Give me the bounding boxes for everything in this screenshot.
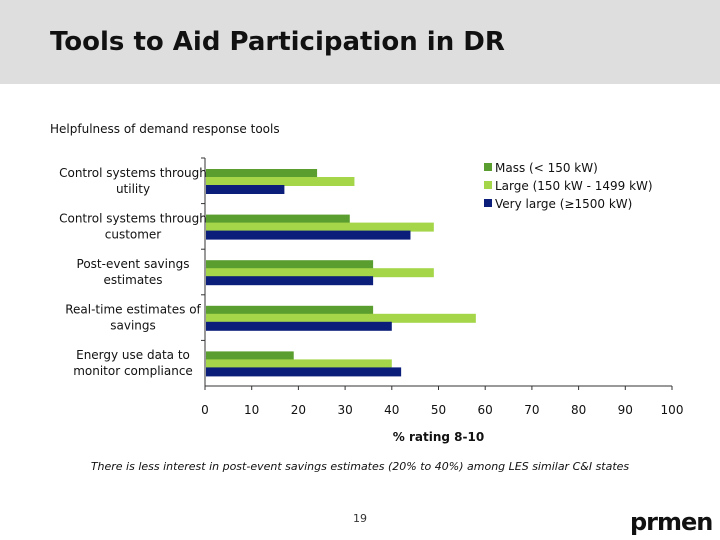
x-tick-label: 80 xyxy=(571,403,586,417)
bar xyxy=(206,367,402,377)
category-label: Energy use data to xyxy=(76,348,190,362)
page-number: 19 xyxy=(353,512,367,525)
category-label: estimates xyxy=(103,273,162,287)
category-label: utility xyxy=(116,182,150,196)
legend-label: Very large (≥1500 kW) xyxy=(495,197,632,211)
x-tick-label: 60 xyxy=(478,403,493,417)
slide-header xyxy=(0,0,720,84)
category-label: customer xyxy=(105,227,162,241)
x-tick-label: 100 xyxy=(661,403,684,417)
legend-swatch xyxy=(484,163,492,171)
bar xyxy=(206,214,350,224)
bar xyxy=(206,268,434,278)
bar xyxy=(206,305,374,315)
bar xyxy=(206,169,318,178)
bar xyxy=(206,260,374,270)
bar xyxy=(206,321,392,331)
chart-title: Helpfulness of demand response tools xyxy=(50,122,280,136)
bar xyxy=(206,276,374,286)
bar xyxy=(206,222,434,232)
category-label: Control systems through xyxy=(59,211,207,225)
x-tick-label: 40 xyxy=(384,403,399,417)
legend-label: Large (150 kW - 1499 kW) xyxy=(495,179,653,193)
bar xyxy=(206,230,411,240)
x-tick-label: 90 xyxy=(618,403,633,417)
x-tick-label: 30 xyxy=(337,403,352,417)
x-tick-label: 20 xyxy=(291,403,306,417)
legend-label: Mass (< 150 kW) xyxy=(495,161,598,175)
x-tick-label: 10 xyxy=(244,403,259,417)
legend-swatch xyxy=(484,199,492,207)
slide-title: Tools to Aid Participation in DR xyxy=(50,27,505,57)
bar xyxy=(206,185,285,194)
legend-swatch xyxy=(484,181,492,189)
category-label: Real-time estimates of xyxy=(65,303,201,317)
category-label: savings xyxy=(110,319,156,333)
bar-chart: 0 10 20 30 40 50 60 70 80 90 100 % rating 8-10 Contr… xyxy=(59,157,684,444)
category-label: Post-event savings xyxy=(77,257,190,271)
logo-text: prmen xyxy=(630,508,713,536)
slide-caption: There is less interest in post-event sav… xyxy=(90,460,630,473)
x-tick-label: 70 xyxy=(524,403,539,417)
bar xyxy=(206,313,476,323)
category-label: Control systems through xyxy=(59,166,207,180)
x-tick-label: 50 xyxy=(431,403,446,417)
category-label: monitor compliance xyxy=(73,364,193,378)
bar xyxy=(206,359,392,369)
bar xyxy=(206,351,294,361)
x-axis-label: % rating 8-10 xyxy=(393,430,484,444)
x-tick-label: 0 xyxy=(201,403,209,417)
company-logo: prmen xyxy=(630,508,713,536)
bar xyxy=(206,177,355,186)
